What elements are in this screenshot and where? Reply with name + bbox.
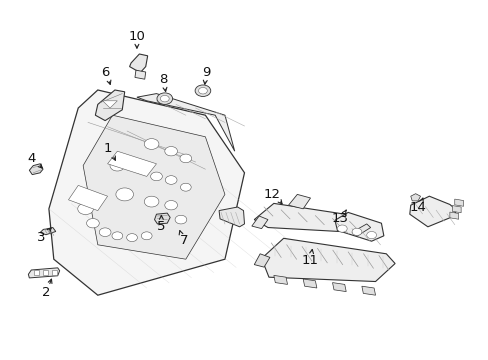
Text: 5: 5 — [157, 220, 165, 233]
Circle shape — [366, 231, 376, 239]
Polygon shape — [454, 199, 463, 206]
Polygon shape — [261, 238, 394, 282]
Polygon shape — [273, 275, 287, 284]
Circle shape — [141, 232, 152, 240]
Circle shape — [116, 188, 133, 201]
Text: 13: 13 — [330, 212, 347, 225]
Polygon shape — [95, 90, 124, 121]
Text: 10: 10 — [128, 30, 145, 43]
Circle shape — [144, 139, 159, 149]
Polygon shape — [102, 101, 117, 108]
Circle shape — [99, 228, 111, 237]
Polygon shape — [334, 212, 383, 241]
Polygon shape — [154, 213, 170, 224]
Circle shape — [157, 93, 172, 104]
Polygon shape — [83, 115, 224, 259]
Polygon shape — [449, 212, 458, 219]
Bar — [52, 270, 57, 275]
Circle shape — [86, 219, 99, 228]
Circle shape — [195, 85, 210, 96]
Circle shape — [180, 183, 191, 191]
Text: 2: 2 — [41, 286, 50, 299]
Polygon shape — [254, 254, 269, 267]
Circle shape — [175, 215, 186, 224]
Circle shape — [165, 176, 177, 184]
Polygon shape — [410, 194, 420, 201]
Circle shape — [164, 147, 177, 156]
Polygon shape — [251, 216, 267, 229]
Polygon shape — [409, 196, 456, 227]
Circle shape — [164, 201, 177, 210]
Polygon shape — [303, 279, 316, 288]
Text: 4: 4 — [27, 152, 35, 165]
Polygon shape — [68, 185, 107, 211]
Text: 12: 12 — [264, 188, 281, 201]
Text: 1: 1 — [103, 142, 112, 155]
Circle shape — [110, 160, 124, 171]
Bar — [34, 270, 39, 275]
Polygon shape — [135, 70, 145, 79]
Text: 7: 7 — [179, 234, 188, 247]
Circle shape — [351, 228, 361, 235]
Polygon shape — [129, 54, 147, 72]
Text: 11: 11 — [301, 254, 318, 267]
Polygon shape — [29, 164, 43, 175]
Circle shape — [337, 225, 346, 232]
Circle shape — [78, 203, 93, 215]
Text: 14: 14 — [409, 201, 426, 214]
Polygon shape — [332, 283, 346, 292]
Text: 9: 9 — [202, 66, 210, 79]
Polygon shape — [288, 194, 310, 209]
Circle shape — [144, 196, 159, 207]
Polygon shape — [137, 94, 234, 151]
Circle shape — [160, 95, 169, 102]
Circle shape — [126, 234, 137, 242]
Text: 8: 8 — [159, 73, 167, 86]
Circle shape — [150, 172, 162, 181]
Circle shape — [180, 154, 191, 163]
Circle shape — [198, 87, 207, 94]
Polygon shape — [451, 206, 460, 213]
Text: 6: 6 — [102, 66, 110, 80]
Circle shape — [112, 232, 122, 240]
Polygon shape — [219, 207, 244, 227]
Bar — [43, 270, 48, 275]
Circle shape — [135, 165, 148, 174]
Polygon shape — [107, 151, 156, 176]
Polygon shape — [28, 268, 60, 278]
Polygon shape — [49, 90, 244, 295]
Polygon shape — [254, 203, 366, 232]
Text: 3: 3 — [37, 231, 45, 244]
Polygon shape — [351, 224, 370, 236]
Polygon shape — [361, 286, 375, 295]
Polygon shape — [40, 228, 56, 235]
